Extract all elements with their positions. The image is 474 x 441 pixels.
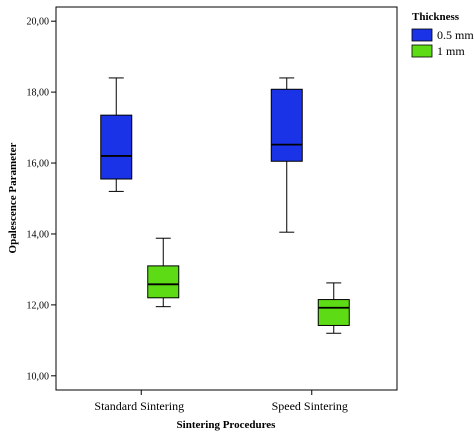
iqr-box xyxy=(270,88,303,162)
x-axis-title: Sintering Procedures xyxy=(177,419,277,431)
box-1-1 xyxy=(317,282,350,334)
y-tick-label: 10,00 xyxy=(27,371,50,382)
y-axis-title: Opalescence Parameter xyxy=(7,142,19,253)
y-tick-label: 16,00 xyxy=(27,159,50,170)
y-axis: 10,00 12,00 14,00 16,00 18,00 20,00 xyxy=(27,17,56,382)
legend-swatch-1mm xyxy=(411,44,433,58)
y-tick-label: 12,00 xyxy=(27,300,50,311)
iqr-box xyxy=(147,265,180,299)
y-tick-label: 18,00 xyxy=(27,88,50,99)
legend-title: Thickness xyxy=(412,11,460,23)
x-tick-label: Speed Sintering xyxy=(272,399,348,413)
y-tick-label: 14,00 xyxy=(27,229,50,240)
box-1-0 xyxy=(147,237,180,308)
plot-area xyxy=(55,6,398,391)
iqr-box xyxy=(100,114,133,180)
iqr-box xyxy=(317,299,350,326)
legend: Thickness 0.5 mm 1 mm xyxy=(411,11,474,58)
boxes-group xyxy=(100,77,350,334)
x-tick-label: Standard Sintering xyxy=(94,399,184,413)
box-0-0 xyxy=(100,77,133,192)
legend-label-1mm: 1 mm xyxy=(437,44,465,58)
legend-swatch-0-5mm xyxy=(411,28,433,42)
y-tick-label: 20,00 xyxy=(27,17,50,28)
x-axis: Standard Sintering Speed Sintering xyxy=(94,390,348,413)
legend-label-0-5mm: 0.5 mm xyxy=(437,28,474,42)
box-0-1 xyxy=(270,77,303,233)
